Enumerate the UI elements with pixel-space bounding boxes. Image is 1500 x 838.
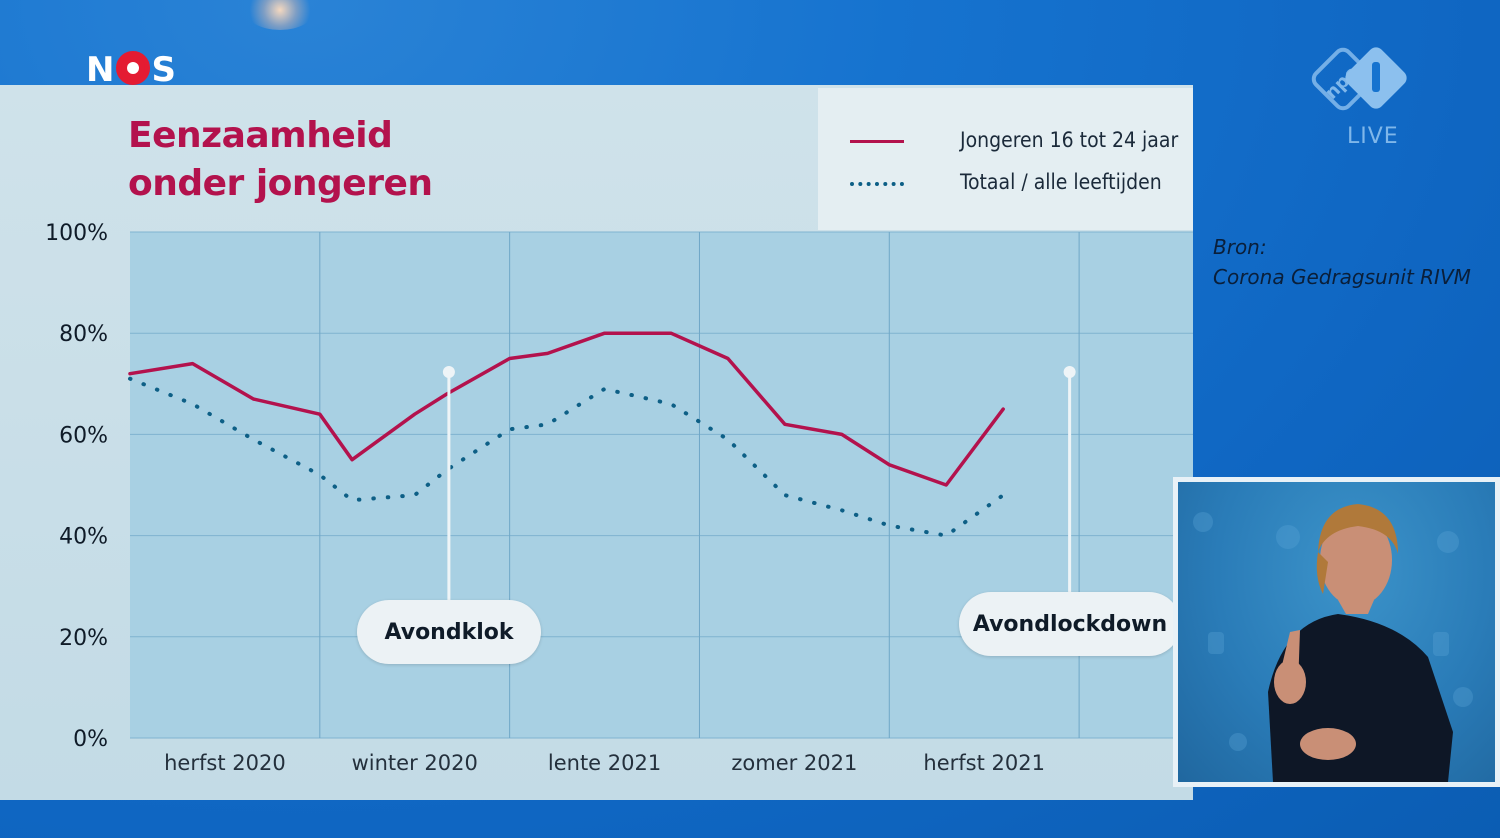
legend-label-jongeren: Jongeren 16 tot 24 jaar	[960, 128, 1179, 152]
y-tick-label: 40%	[59, 525, 108, 550]
legend-label-totaal: Totaal / alle leeftijden	[960, 170, 1162, 194]
y-tick-label: 80%	[59, 322, 108, 347]
x-tick-label: zomer 2021	[731, 751, 857, 775]
interpreter-figure	[1193, 504, 1473, 782]
annotation-avondklok: Avondklok	[357, 600, 541, 664]
x-tick-label: winter 2020	[352, 751, 478, 775]
legend-swatch-dotted	[850, 182, 904, 186]
annotation-pin-dot	[442, 366, 455, 378]
series-line-totaal	[128, 376, 1006, 538]
y-tick-label: 100%	[45, 221, 108, 246]
x-tick-label: lente 2021	[548, 751, 661, 775]
chart-title: Eenzaamheid onder jongeren	[128, 115, 433, 204]
annotation-avondlockdown: Avondlockdown	[959, 592, 1181, 656]
y-tick-label: 20%	[59, 626, 108, 651]
live-label: LIVE	[1347, 124, 1399, 149]
series-line-jongeren	[128, 331, 1005, 487]
x-tick-label: herfst 2020	[164, 751, 286, 775]
x-tick-label: herfst 2021	[923, 751, 1045, 775]
source-note: Bron: Corona Gedragsunit RIVM	[1213, 235, 1471, 289]
plot-area	[130, 232, 1193, 738]
npo-1-logo-icon: npo	[1311, 47, 1407, 111]
legend-swatch-solid	[850, 140, 904, 143]
y-tick-label: 60%	[59, 423, 108, 448]
sign-language-interpreter-video	[1173, 477, 1500, 787]
annotation-pin-dot	[1063, 366, 1076, 378]
chart-legend: Jongeren 16 tot 24 jaar Totaal / alle le…	[818, 88, 1193, 230]
y-tick-label: 0%	[73, 727, 108, 752]
